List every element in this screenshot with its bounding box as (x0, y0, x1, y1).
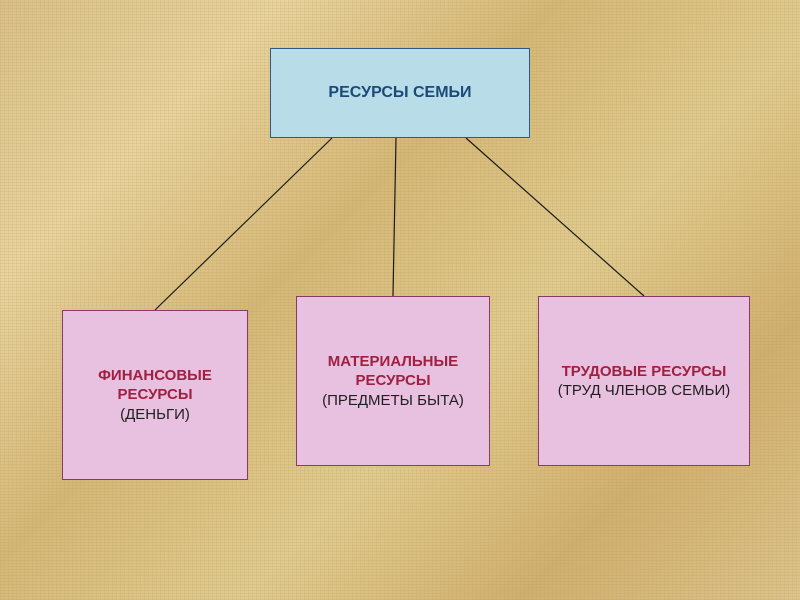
child-node-3: ТРУДОВЫЕ РЕСУРСЫ (ТРУД ЧЛЕНОВ СЕМЬИ) (538, 296, 750, 466)
connector-line-3 (466, 138, 644, 296)
connector-line-2 (393, 138, 396, 296)
child-node-2-title: МАТЕРИАЛЬНЫЕ РЕСУРСЫ (305, 352, 481, 391)
child-node-2: МАТЕРИАЛЬНЫЕ РЕСУРСЫ (ПРЕДМЕТЫ БЫТА) (296, 296, 490, 466)
child-node-1-title: ФИНАНСОВЫЕ РЕСУРСЫ (71, 366, 239, 405)
root-node: РЕСУРСЫ СЕМЬИ (270, 48, 530, 138)
child-node-3-subtitle: (ТРУД ЧЛЕНОВ СЕМЬИ) (558, 381, 731, 401)
root-node-title: РЕСУРСЫ СЕМЬИ (328, 83, 471, 104)
child-node-2-subtitle: (ПРЕДМЕТЫ БЫТА) (322, 391, 464, 411)
child-node-1-subtitle: (ДЕНЬГИ) (120, 405, 190, 425)
child-node-3-title: ТРУДОВЫЕ РЕСУРСЫ (562, 362, 727, 382)
diagram-container: РЕСУРСЫ СЕМЬИ ФИНАНСОВЫЕ РЕСУРСЫ (ДЕНЬГИ… (0, 0, 800, 600)
child-node-1: ФИНАНСОВЫЕ РЕСУРСЫ (ДЕНЬГИ) (62, 310, 248, 480)
connector-line-1 (155, 138, 332, 310)
